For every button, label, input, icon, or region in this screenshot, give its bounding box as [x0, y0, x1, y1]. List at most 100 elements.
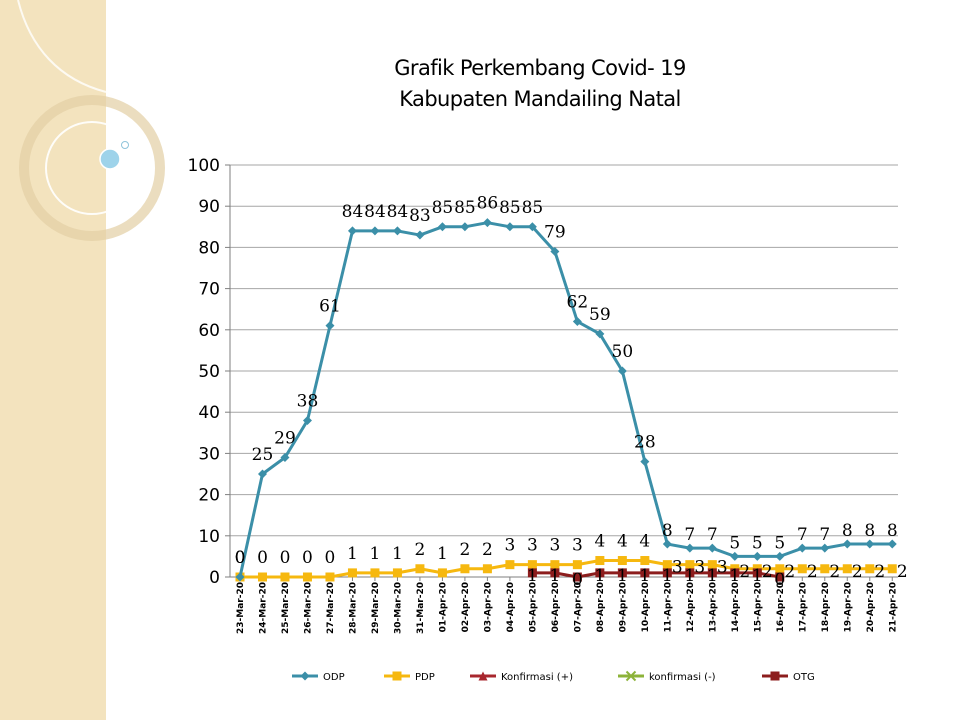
- data-label-odp: 0: [235, 548, 246, 568]
- x-tick-label: 07-Apr-20: [573, 582, 583, 632]
- data-label-pdp: 2: [460, 540, 471, 560]
- data-label-odp: 25: [252, 445, 274, 465]
- y-tick-label: 60: [198, 321, 220, 341]
- data-label-pdp: 2: [739, 562, 750, 582]
- data-label-odp: 84: [387, 202, 409, 222]
- data-label-odp: 84: [364, 202, 386, 222]
- x-tick-label: 23-Mar-20: [236, 582, 246, 634]
- x-tick-label: 08-Apr-20: [596, 582, 606, 632]
- legend-label-odp: ODP: [323, 672, 345, 683]
- data-label-odp: 5: [729, 533, 740, 553]
- point-pdp: [662, 560, 672, 570]
- data-label-pdp: 2: [482, 540, 493, 560]
- data-label-odp: 59: [589, 305, 611, 325]
- point-pdp: [527, 560, 537, 570]
- point-pdp: [707, 560, 717, 570]
- panel-ring-inner: [45, 121, 139, 215]
- x-tick-label: 20-Apr-20: [866, 582, 876, 632]
- point-pdp: [392, 568, 402, 578]
- data-label-otg: 0: [572, 570, 583, 590]
- x-tick-label: 19-Apr-20: [843, 582, 853, 632]
- data-label-pdp: 2: [784, 562, 795, 582]
- data-label-pdp: 1: [437, 544, 448, 564]
- data-label-pdp: 2: [762, 562, 773, 582]
- data-label-odp: 38: [297, 391, 319, 411]
- data-label-pdp: 2: [897, 562, 908, 582]
- data-label-odp: 85: [522, 198, 544, 218]
- point-odp: [865, 539, 875, 549]
- x-tick-label: 05-Apr-20: [528, 582, 538, 632]
- data-label-otg: 1: [594, 566, 605, 586]
- data-label-odp: 83: [409, 206, 431, 226]
- point-pdp: [550, 560, 560, 570]
- x-tick-label: 04-Apr-20: [506, 582, 516, 632]
- data-label-odp: 7: [707, 525, 718, 545]
- data-label-otg: 1: [549, 566, 560, 586]
- y-tick-label: 0: [209, 568, 220, 588]
- series-line-odp: [238, 221, 893, 578]
- x-tick-label: 03-Apr-20: [483, 582, 493, 632]
- panel-ring-outer: [19, 95, 165, 241]
- point-otg: [730, 568, 740, 578]
- point-odp: [437, 222, 447, 232]
- point-pdp: [797, 564, 807, 574]
- y-tick-label: 80: [198, 238, 220, 258]
- point-odp: [370, 226, 380, 236]
- x-tick-label: 18-Apr-20: [821, 582, 831, 632]
- point-pdp: [572, 560, 582, 570]
- x-tick-label: 28-Mar-20: [348, 582, 358, 634]
- data-label-otg: 1: [684, 566, 695, 586]
- y-tick-label: 70: [198, 280, 220, 300]
- legend-label-konfirmasi: konfirmasi (-): [649, 672, 716, 683]
- data-label-odp: 85: [432, 198, 454, 218]
- data-label-otg: 1: [662, 566, 673, 586]
- point-pdp: [437, 568, 447, 578]
- point-otg: [685, 568, 695, 578]
- data-label-pdp: 1: [347, 544, 358, 564]
- y-tick-label: 50: [198, 362, 220, 382]
- x-tick-label: 15-Apr-20: [753, 582, 763, 632]
- point-odp: [775, 551, 785, 561]
- point-odp: [280, 453, 290, 463]
- point-odp: [685, 543, 695, 553]
- data-label-odp: 7: [797, 525, 808, 545]
- legend-marker-konfirmasi: [625, 670, 637, 682]
- data-label-odp: 62: [567, 293, 589, 313]
- point-otg: [662, 568, 672, 578]
- point-odp: [842, 539, 852, 549]
- point-odp: [257, 469, 267, 479]
- x-axis-ticks: 23-Mar-20 24-Mar-20 25-Mar-20 26-Mar-20 27-M…: [236, 582, 898, 634]
- point-odp: [797, 543, 807, 553]
- point-odp: [595, 329, 605, 339]
- point-otg: [640, 568, 650, 578]
- point-odp: [347, 226, 357, 236]
- data-label-odp: 50: [612, 342, 634, 362]
- point-odp: [325, 321, 335, 331]
- data-label-pdp: 3: [694, 558, 705, 578]
- point-otg: [595, 568, 605, 578]
- data-label-otg: 0: [774, 570, 785, 590]
- data-label-pdp: 4: [594, 532, 605, 552]
- data-label-pdp: 3: [527, 536, 538, 556]
- point-pdp: [595, 556, 605, 566]
- gridlines: [230, 164, 898, 537]
- point-odp: [707, 543, 717, 553]
- point-odp: [640, 457, 650, 467]
- point-pdp: [280, 572, 290, 582]
- point-pdp: [505, 560, 515, 570]
- chart-subtitle: Kabupaten Mandailing Natal: [399, 87, 681, 111]
- data-label-pdp: 2: [415, 540, 426, 560]
- point-odp: [550, 247, 560, 257]
- data-label-odp: 7: [819, 525, 830, 545]
- data-label-pdp: 0: [302, 548, 313, 568]
- x-tick-label: 11-Apr-20: [663, 582, 673, 632]
- data-label-pdp: 0: [280, 548, 291, 568]
- data-label-odp: 5: [752, 533, 763, 553]
- data-label-pdp: 2: [852, 562, 863, 582]
- data-label-pdp: 2: [874, 562, 885, 582]
- legend-marker-pdp: [392, 671, 402, 681]
- x-tick-label: 21-Apr-20: [888, 582, 898, 632]
- legend-marker-konfirmasi: [478, 671, 488, 681]
- data-label-odp: 7: [684, 525, 695, 545]
- data-label-odp: 85: [454, 198, 476, 218]
